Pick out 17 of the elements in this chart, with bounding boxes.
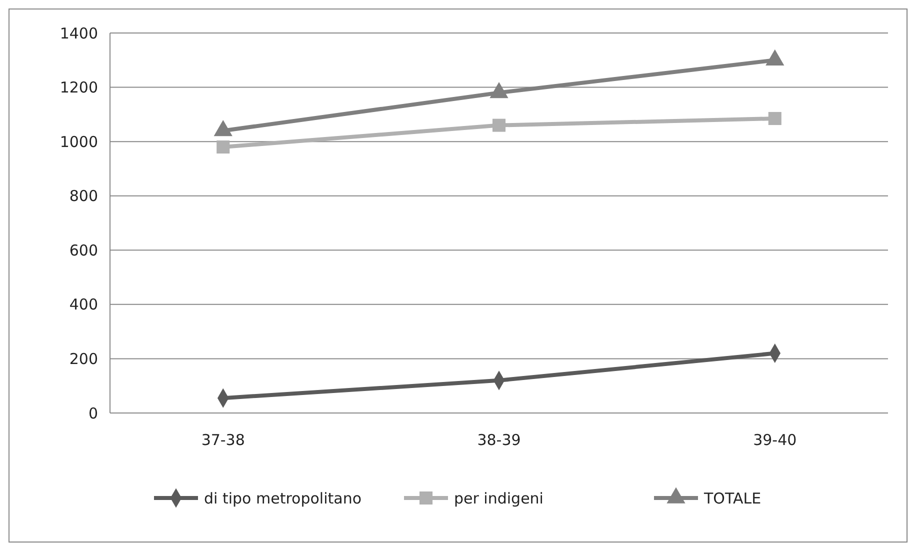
point xyxy=(214,120,232,136)
y-tick-label: 1200 xyxy=(60,78,98,97)
y-tick-label: 400 xyxy=(69,296,98,314)
x-tick-label: 37-38 xyxy=(201,431,245,449)
point xyxy=(766,49,784,66)
x-tick-label: 38-39 xyxy=(477,431,521,449)
legend-label: TOTALE xyxy=(703,489,762,508)
y-tick-label: 0 xyxy=(88,404,98,422)
point xyxy=(490,82,508,98)
legend-label: per indigeni xyxy=(454,489,544,508)
y-tick-label: 1400 xyxy=(60,24,98,42)
x-tick-label: 39-40 xyxy=(753,431,797,449)
y-tick-label: 600 xyxy=(69,241,98,260)
legend-label: di tipo metropolitano xyxy=(204,489,362,508)
y-tick-label: 800 xyxy=(69,187,98,206)
y-tick-label: 1000 xyxy=(60,132,98,151)
y-tick-label: 200 xyxy=(69,350,98,368)
